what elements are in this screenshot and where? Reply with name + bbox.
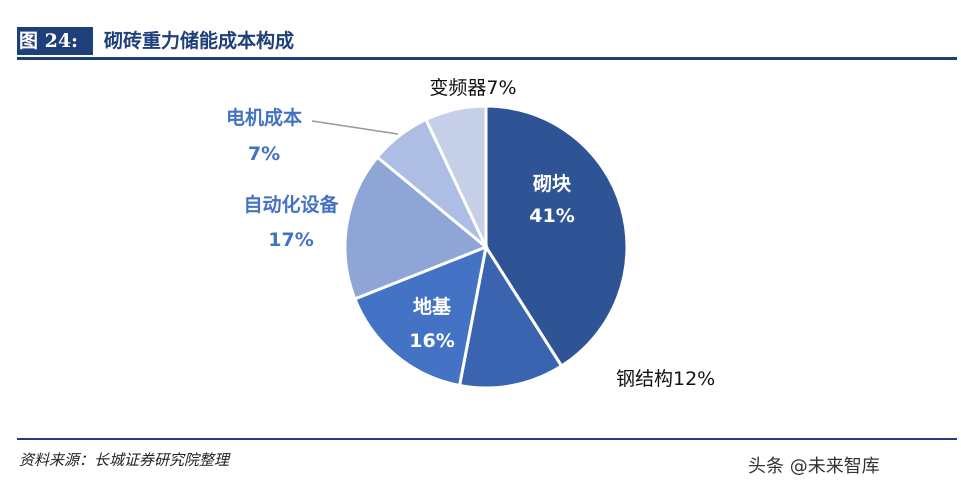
slice-label-motor-name: 电机成本 xyxy=(226,106,302,129)
slice-label-foundation-pct: 16% xyxy=(409,330,454,352)
watermark-text: 头条 @未来智库 xyxy=(748,456,880,477)
slice-label-block-pct: 41% xyxy=(529,205,574,227)
slice-automation xyxy=(343,155,489,301)
slice-label-foundation-name: 地基 xyxy=(413,295,452,318)
watermark: 头条 @未来智库 xyxy=(748,452,880,478)
slice-label-automation-pct: 17% xyxy=(268,229,313,251)
slice-foundation xyxy=(352,244,488,388)
slice-label-inverter: 变频器7% xyxy=(429,77,516,99)
slice-steel xyxy=(457,242,564,390)
figure-title: 砌砖重力储能成本构成 xyxy=(104,30,295,52)
slice-label-block-name: 砌块 xyxy=(532,173,572,195)
figure-title-bar: 图 24: 砌砖重力储能成本构成 xyxy=(17,27,957,60)
slice-label-steel: 钢结构12% xyxy=(616,368,715,390)
pie-slices xyxy=(343,104,629,390)
slice-label-motor-pct: 7% xyxy=(248,143,280,165)
source-note: 资料来源：长城证券研究院整理 xyxy=(19,451,230,469)
slice-label-automation-name: 自动化设备 xyxy=(243,193,339,216)
slice-inverter xyxy=(423,104,488,248)
leader-line-motor xyxy=(311,120,399,135)
figure-label: 图 24: xyxy=(17,27,93,55)
source-divider xyxy=(17,438,957,440)
